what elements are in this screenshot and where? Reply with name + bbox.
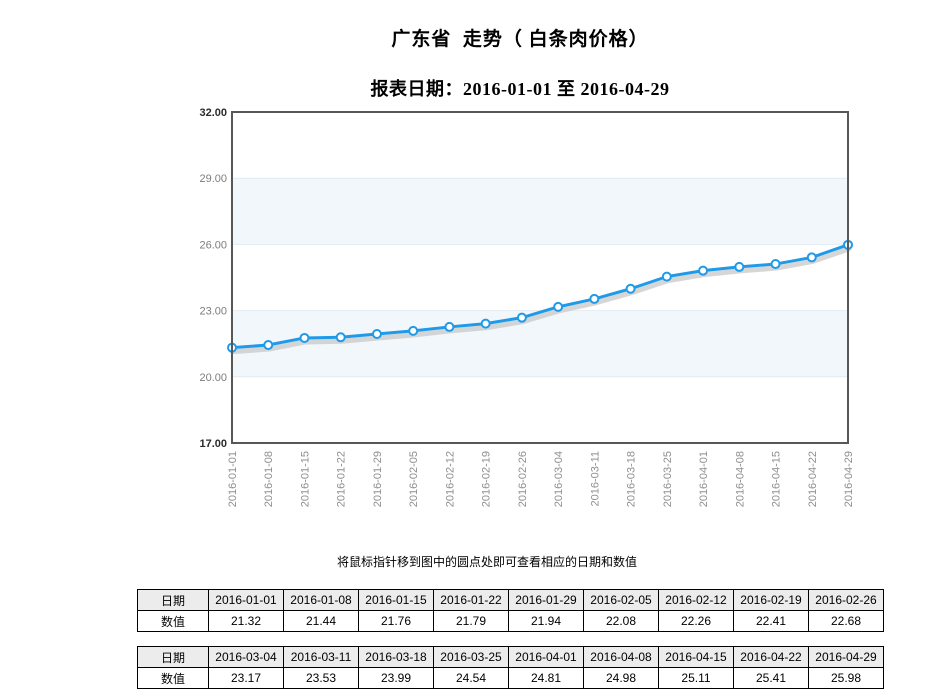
date-cell: 2016-04-08: [583, 646, 659, 668]
x-axis-label: 2016-03-18: [626, 451, 638, 507]
x-axis-label: 2016-03-25: [662, 451, 674, 507]
row-label-cell: 日期: [137, 589, 209, 611]
row-label-cell: 数值: [137, 610, 209, 632]
value-cell: 21.76: [358, 610, 434, 632]
x-axis-label: 2016-01-22: [336, 451, 348, 507]
value-cell: 25.41: [733, 667, 809, 689]
data-point[interactable]: [734, 261, 745, 272]
x-axis-label: 2016-02-26: [517, 451, 529, 507]
x-axis-label: 2016-02-05: [408, 451, 420, 507]
value-cell: 24.81: [508, 667, 584, 689]
data-point[interactable]: [770, 259, 781, 270]
x-axis-label: 2016-02-19: [481, 451, 493, 507]
x-axis-label: 2016-04-08: [734, 451, 746, 507]
data-point[interactable]: [480, 318, 491, 329]
value-cell: 23.99: [358, 667, 434, 689]
value-cell: 24.54: [433, 667, 509, 689]
line-shadow: [230, 246, 852, 355]
chart-header: 广东省 走势（ 白条肉价格） 报表日期：2016-01-01 至 2016-04…: [190, 0, 850, 101]
date-cell: 2016-04-15: [658, 646, 734, 668]
table-date-row: 日期 2016-01-01 2016-01-08 2016-01-15 2016-01-…: [137, 589, 884, 611]
value-cell: 21.94: [508, 610, 584, 632]
date-cell: 2016-04-01: [508, 646, 584, 668]
date-cell: 2016-04-29: [808, 646, 884, 668]
date-cell: 2016-02-26: [808, 589, 884, 611]
data-point[interactable]: [589, 293, 600, 304]
line-chart-svg: 32.00 29.00 26.00 23.00 20.00 17.002016-01-01…: [199, 107, 855, 507]
price-line: [230, 243, 850, 350]
data-table-2: 日期 2016-03-04 2016-03-11 2016-03-18 2016-03-…: [137, 646, 884, 689]
value-cell: 23.53: [283, 667, 359, 689]
value-cell: 22.26: [658, 610, 734, 632]
data-point[interactable]: [516, 312, 527, 323]
date-cell: 2016-02-12: [658, 589, 734, 611]
date-cell: 2016-03-18: [358, 646, 434, 668]
value-cell: 21.79: [433, 610, 509, 632]
data-point[interactable]: [698, 265, 709, 276]
plot-band: [232, 178, 848, 245]
data-point[interactable]: [553, 301, 564, 312]
date-cell: 2016-02-05: [583, 589, 659, 611]
x-axis-label: 2016-01-01: [227, 451, 239, 507]
x-axis-label: 2016-01-15: [299, 451, 311, 507]
plot-border: [231, 111, 849, 444]
value-cell: 22.68: [808, 610, 884, 632]
data-point[interactable]: [661, 271, 672, 282]
price-trend-chart: 32.00 29.00 26.00 23.00 20.00 17.00 2016-01-01…: [188, 103, 860, 523]
table-date-row: 日期 2016-03-04 2016-03-11 2016-03-18 2016-03-…: [137, 646, 884, 668]
date-cell: 2016-03-11: [283, 646, 359, 668]
date-cell: 2016-02-19: [733, 589, 809, 611]
value-cell: 25.11: [658, 667, 734, 689]
x-axis-label: 2016-03-11: [589, 451, 601, 506]
data-point[interactable]: [408, 325, 419, 336]
x-axis-label: 2016-04-01: [698, 451, 710, 507]
data-point[interactable]: [444, 321, 455, 332]
data-point[interactable]: [335, 332, 346, 343]
value-cell: 23.17: [208, 667, 284, 689]
row-label-cell: 日期: [137, 646, 209, 668]
hover-hint-text: 将鼠标指针移到图中的圆点处即可查看相应的日期和数值: [336, 555, 637, 569]
value-cell: 22.41: [733, 610, 809, 632]
date-cell: 2016-01-15: [358, 589, 434, 611]
x-axis-label: 2016-01-29: [372, 451, 384, 507]
data-point[interactable]: [263, 340, 274, 351]
x-axis-label: 2016-01-08: [263, 451, 275, 507]
table-value-row: 数值 23.17 23.53 23.99 24.54 24.81 24.98 25.11 25.…: [137, 667, 884, 689]
date-cell: 2016-03-04: [208, 646, 284, 668]
date-cell: 2016-01-08: [283, 589, 359, 611]
x-axis-label: 2016-04-29: [843, 451, 855, 507]
table-value-row: 数值 21.32 21.44 21.76 21.79 21.94 22.08 22.26 22.…: [137, 610, 884, 632]
value-cell: 25.98: [808, 667, 884, 689]
value-cell: 21.44: [283, 610, 359, 632]
x-axis-label: 2016-02-12: [444, 451, 456, 507]
data-point[interactable]: [299, 332, 310, 343]
data-table-1: 日期 2016-01-01 2016-01-08 2016-01-15 2016-01-…: [137, 589, 884, 632]
y-axis-label: 17.00: [199, 438, 227, 450]
y-axis-label: 20.00: [199, 372, 227, 384]
y-axis-label: 23.00: [199, 306, 227, 318]
page-title: 广东省 走势（ 白条肉价格）: [391, 29, 649, 50]
date-cell: 2016-01-01: [208, 589, 284, 611]
data-point[interactable]: [625, 283, 636, 294]
report-date-range: 报表日期：2016-01-01 至 2016-04-29: [370, 79, 670, 99]
x-axis-label: 2016-04-15: [771, 451, 783, 507]
y-axis-label: 29.00: [199, 173, 227, 185]
data-point[interactable]: [806, 252, 817, 263]
x-axis-label: 2016-04-22: [807, 451, 819, 507]
data-point[interactable]: [371, 328, 382, 339]
value-cell: 21.32: [208, 610, 284, 632]
y-axis-label: 32.00: [199, 107, 227, 119]
date-cell: 2016-01-29: [508, 589, 584, 611]
date-cell: 2016-03-25: [433, 646, 509, 668]
x-axis-label: 2016-03-04: [553, 451, 565, 507]
value-cell: 24.98: [583, 667, 659, 689]
y-axis-label: 26.00: [199, 239, 227, 251]
date-cell: 2016-04-22: [733, 646, 809, 668]
date-cell: 2016-01-22: [433, 589, 509, 611]
value-cell: 22.08: [583, 610, 659, 632]
row-label-cell: 数值: [137, 667, 209, 689]
